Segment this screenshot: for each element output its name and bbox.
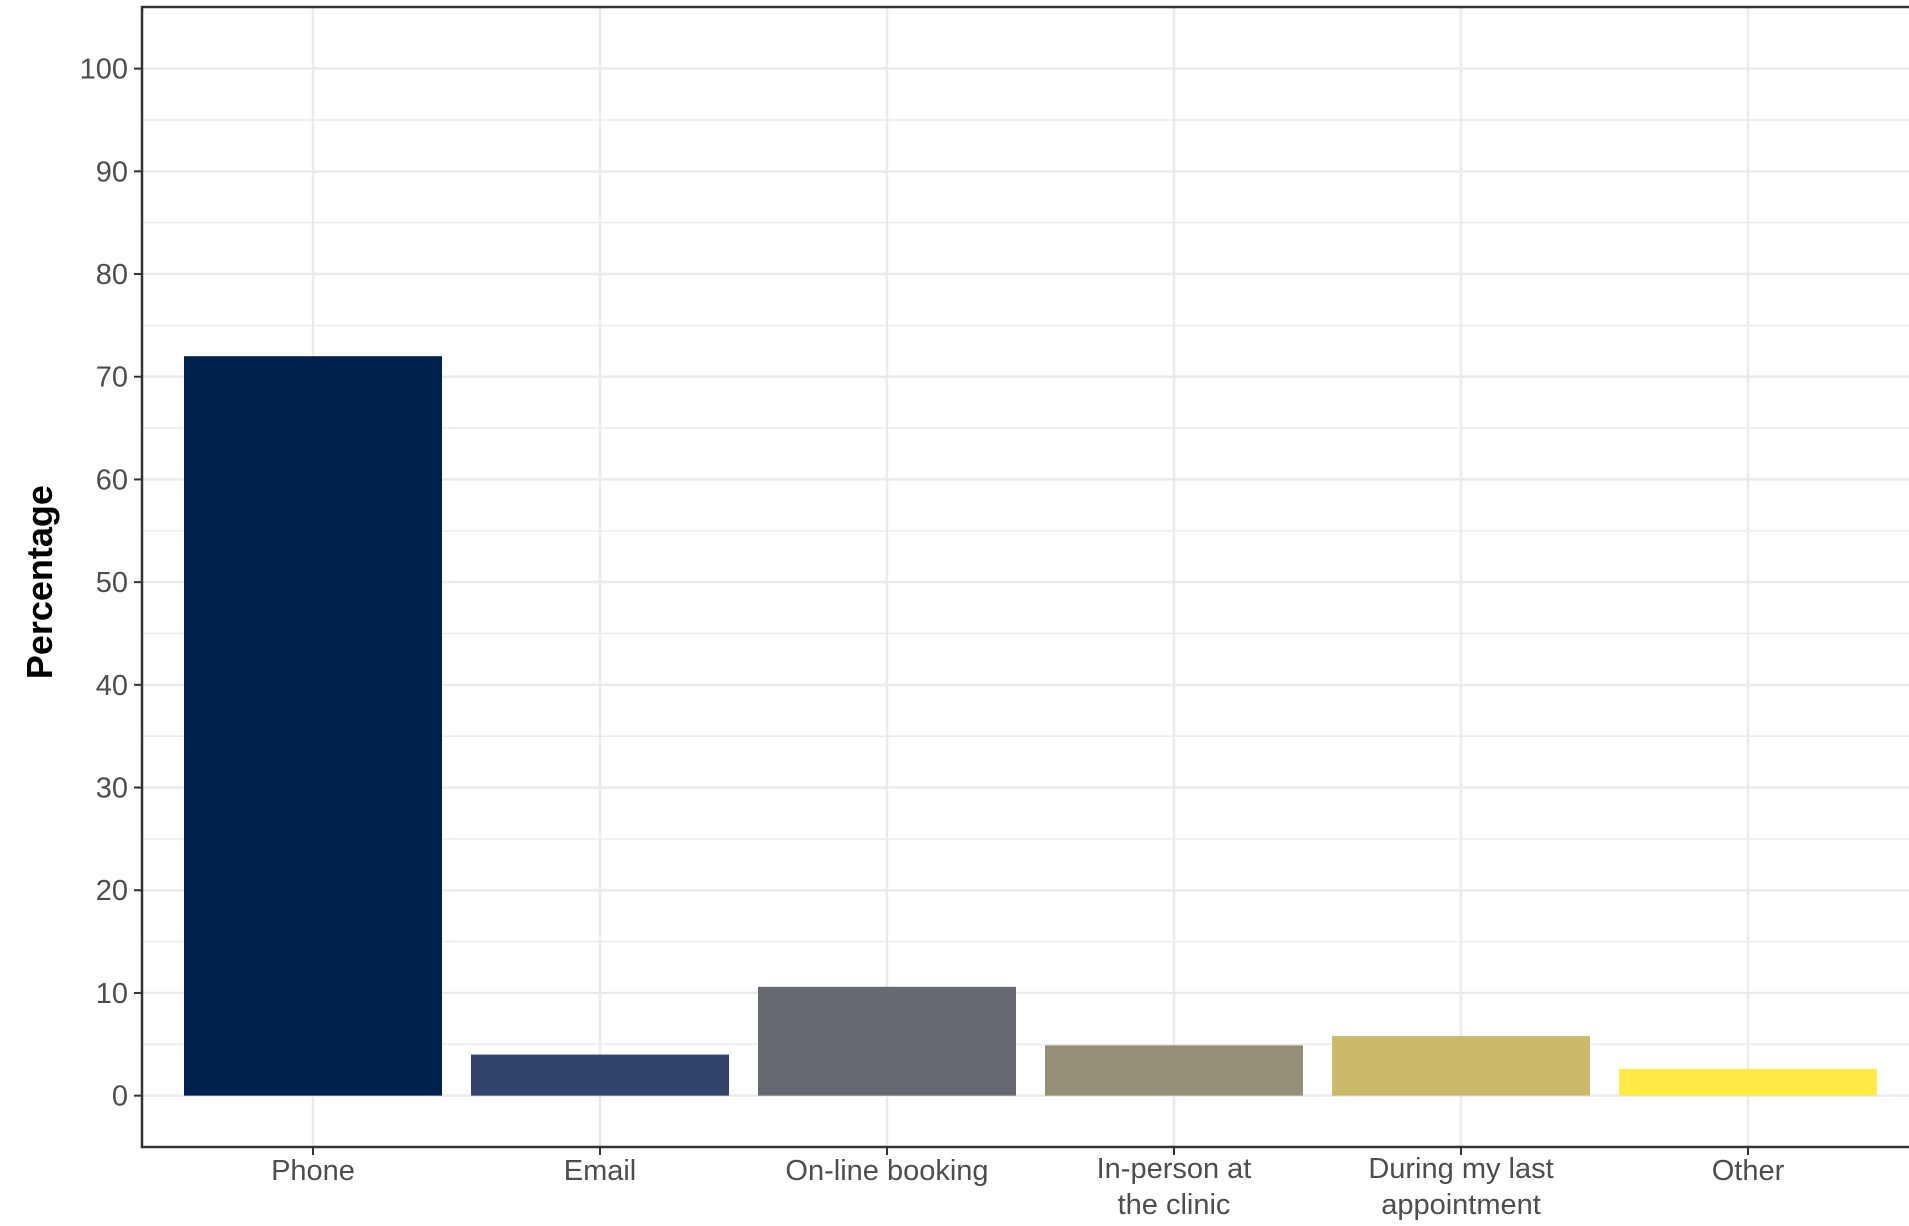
x-tick-label-line: On-line booking bbox=[785, 1155, 988, 1187]
x-axis-ticks: Phone Email On-line booking In-person at the… bbox=[271, 1147, 1785, 1221]
y-tick-label: 40 bbox=[96, 670, 128, 702]
y-tick-label: 70 bbox=[96, 362, 128, 394]
x-tick-label: On-line booking bbox=[785, 1155, 988, 1187]
bar bbox=[1332, 1036, 1590, 1096]
y-tick-label: 80 bbox=[96, 259, 128, 291]
y-axis-ticks: 0 10 20 30 40 50 60 70 80 90 100 bbox=[80, 54, 142, 1113]
y-tick-label: 90 bbox=[96, 156, 128, 188]
x-tick-label-line: appointment bbox=[1381, 1189, 1541, 1221]
bar bbox=[471, 1054, 729, 1096]
x-tick-label: Phone bbox=[271, 1155, 355, 1187]
x-tick-label: In-person at the clinic bbox=[1097, 1153, 1252, 1221]
bar bbox=[184, 356, 442, 1096]
x-tick-label-line: Phone bbox=[271, 1155, 355, 1187]
y-tick-label: 10 bbox=[96, 978, 128, 1010]
plot-panel-border bbox=[140, 5, 1909, 1149]
bar bbox=[1045, 1045, 1303, 1096]
x-tick-label-line: Other bbox=[1712, 1155, 1785, 1187]
y-tick-label: 100 bbox=[80, 54, 128, 86]
x-tick-label: Other bbox=[1712, 1155, 1785, 1187]
y-tick-label: 20 bbox=[96, 875, 128, 907]
x-tick-label-line: Email bbox=[564, 1155, 637, 1187]
bars bbox=[184, 356, 1877, 1096]
bar bbox=[1619, 1068, 1877, 1096]
x-tick-label-line: the clinic bbox=[1118, 1189, 1231, 1221]
x-tick-label: During my last appointment bbox=[1368, 1153, 1553, 1221]
x-tick-label: Email bbox=[564, 1155, 637, 1187]
y-tick-label: 50 bbox=[96, 567, 128, 599]
x-tick-label-line: In-person at bbox=[1097, 1153, 1252, 1185]
x-tick-label-line: During my last bbox=[1368, 1153, 1553, 1185]
y-tick-label: 0 bbox=[112, 1081, 128, 1113]
bar bbox=[758, 986, 1016, 1096]
y-axis-title: Percentage bbox=[19, 485, 60, 679]
y-tick-label: 30 bbox=[96, 773, 128, 805]
y-tick-label: 60 bbox=[96, 464, 128, 496]
